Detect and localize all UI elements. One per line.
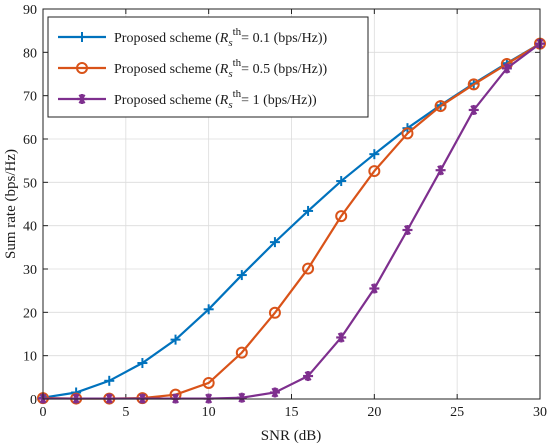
data-point (501, 63, 512, 74)
data-point (76, 62, 88, 74)
x-tick-label: 10 (202, 405, 216, 420)
y-tick-label: 70 (23, 90, 37, 105)
y-tick-label: 80 (23, 46, 37, 61)
data-point (77, 94, 87, 104)
y-tick-label: 40 (23, 220, 37, 235)
data-point (235, 346, 248, 359)
y-tick-label: 30 (23, 263, 37, 278)
legend-label: Proposed scheme (Rsth= 0.5 (bps/Hz)) (114, 57, 328, 80)
legend-entry: Proposed scheme (Rsth= 0.5 (bps/Hz)) (58, 57, 328, 80)
y-tick-label: 10 (23, 350, 37, 365)
data-point (303, 205, 314, 216)
data-point (104, 375, 115, 386)
data-point (435, 165, 446, 176)
y-axis-label: Sum rate (bps/Hz) (3, 149, 19, 259)
data-point (335, 210, 348, 223)
data-point (401, 127, 414, 140)
data-point (303, 371, 314, 382)
data-point (336, 332, 347, 343)
legend-entry: Proposed scheme (Rsth= 0.1 (bps/Hz)) (58, 26, 328, 49)
x-axis-label: SNR (dB) (261, 428, 321, 444)
x-tick-label: 25 (450, 405, 464, 420)
data-point (203, 304, 214, 315)
y-tick-label: 90 (23, 3, 37, 18)
y-tick-label: 20 (23, 306, 37, 321)
data-point (368, 165, 381, 178)
data-point (402, 225, 413, 235)
x-tick-label: 0 (40, 405, 47, 420)
y-tick-label: 60 (23, 133, 37, 148)
data-point (236, 392, 247, 403)
data-point (202, 376, 215, 389)
x-tick-label: 20 (367, 405, 381, 420)
legend-label: Proposed scheme (Rsth= 0.1 (bps/Hz)) (114, 26, 328, 49)
axis-ticks: 0 5 10 15 20 25 30 0 10 20 30 40 50 60 70 80 90 (23, 3, 547, 420)
data-point (236, 270, 247, 281)
data-point (369, 149, 380, 160)
data-point (369, 283, 380, 294)
y-tick-label: 50 (23, 176, 37, 191)
y-tick-label: 0 (30, 393, 37, 408)
x-tick-label: 15 (285, 405, 299, 420)
data-point (302, 262, 315, 275)
plot-frame (42, 8, 541, 400)
legend-label: Proposed scheme (Rsth= 1 (bps/Hz)) (114, 88, 317, 111)
data-point (77, 32, 87, 42)
data-point (434, 100, 447, 113)
data-point (468, 104, 479, 115)
x-tick-label: 30 (533, 405, 547, 420)
legend-entry: Proposed scheme (Rsth= 1 (bps/Hz)) (58, 88, 317, 111)
data-point (170, 334, 181, 345)
data-point (336, 176, 347, 187)
data-point (137, 358, 148, 369)
x-tick-label: 5 (122, 405, 129, 420)
data-point (269, 237, 280, 248)
legend: Proposed scheme (Rsth= 0.1 (bps/Hz)) Prop… (47, 16, 369, 118)
data-point (269, 387, 280, 398)
data-point (467, 78, 480, 91)
data-point (268, 306, 281, 319)
